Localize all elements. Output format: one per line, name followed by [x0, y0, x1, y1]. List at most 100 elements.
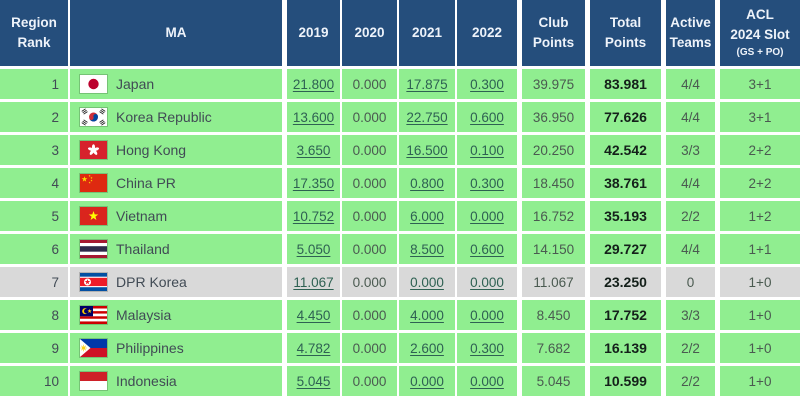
points-link[interactable]: 4.782 [296, 340, 331, 356]
points-link[interactable]: 0.000 [470, 307, 504, 323]
points-link[interactable]: 6.000 [410, 208, 444, 224]
ma-cell: Philippines [70, 333, 282, 363]
acl-slot-label: ACL 2024 Slot [730, 7, 790, 42]
acl-slot-cell: 3+1 [717, 69, 800, 99]
points-link[interactable]: 0.000 [470, 274, 504, 290]
points-2022-cell[interactable]: 0.600 [457, 102, 517, 132]
points-link[interactable]: 2.600 [410, 340, 444, 356]
points-2022-cell[interactable]: 0.300 [457, 69, 517, 99]
points-link[interactable]: 16.500 [406, 142, 448, 158]
points-2022-cell[interactable]: 0.000 [457, 267, 517, 297]
ma-cell: Malaysia [70, 300, 282, 330]
rank-cell: 7 [0, 267, 68, 297]
ma-cell: Japan [70, 69, 282, 99]
points-link[interactable]: 0.300 [470, 76, 504, 92]
total-points-cell: 17.752 [587, 300, 661, 330]
column-header-2020: 2020 [342, 0, 397, 66]
points-2022-cell[interactable]: 0.000 [457, 201, 517, 231]
country-name: Japan [116, 76, 155, 92]
points-link[interactable]: 22.750 [406, 109, 448, 125]
points-2022-cell[interactable]: 0.000 [457, 300, 517, 330]
points-link[interactable]: 8.500 [410, 241, 444, 257]
points-2019-cell[interactable]: 10.752 [284, 201, 340, 231]
active-teams-cell: 2/2 [663, 366, 715, 396]
points-link[interactable]: 0.000 [470, 373, 504, 389]
acl-slot-sublabel: (GS + PO) [736, 47, 784, 59]
points-2019-cell[interactable]: 13.600 [284, 102, 340, 132]
points-link[interactable]: 0.300 [470, 175, 504, 191]
points-link[interactable]: 5.050 [296, 241, 331, 257]
country-name: China PR [116, 175, 176, 191]
active-teams-cell: 2/2 [663, 201, 715, 231]
vietnam-flag [80, 207, 107, 225]
points-2019-cell[interactable]: 11.067 [284, 267, 340, 297]
points-link[interactable]: 5.045 [296, 373, 331, 389]
points-2021-cell[interactable]: 6.000 [399, 201, 455, 231]
points-link[interactable]: 3.650 [296, 142, 331, 158]
points-link[interactable]: 0.600 [470, 109, 504, 125]
points-link[interactable]: 13.600 [292, 109, 335, 125]
points-link[interactable]: 21.800 [292, 76, 335, 92]
active-teams-cell: 4/4 [663, 168, 715, 198]
column-header-club-points: Club Points [519, 0, 585, 66]
column-header-2022: 2022 [457, 0, 517, 66]
points-link[interactable]: 0.000 [410, 274, 444, 290]
points-2022-cell[interactable]: 0.600 [457, 234, 517, 264]
rank-cell: 3 [0, 135, 68, 165]
points-2019-cell[interactable]: 5.045 [284, 366, 340, 396]
points-2019-cell[interactable]: 5.050 [284, 234, 340, 264]
points-2021-cell[interactable]: 0.000 [399, 267, 455, 297]
club-points-cell: 18.450 [519, 168, 585, 198]
points-2021-cell[interactable]: 17.875 [399, 69, 455, 99]
points-link[interactable]: 17.350 [292, 175, 335, 191]
points-2019-cell[interactable]: 17.350 [284, 168, 340, 198]
points-2020-cell: 0.000 [342, 300, 397, 330]
total-points-cell: 10.599 [587, 366, 661, 396]
country-name: Malaysia [116, 307, 172, 323]
rank-cell: 4 [0, 168, 68, 198]
club-points-cell: 7.682 [519, 333, 585, 363]
points-2021-cell[interactable]: 0.800 [399, 168, 455, 198]
total-points-cell: 38.761 [587, 168, 661, 198]
points-link[interactable]: 4.450 [296, 307, 331, 323]
acl-slot-cell: 2+2 [717, 135, 800, 165]
column-header-active-teams: Active Teams [663, 0, 715, 66]
points-2019-cell[interactable]: 4.782 [284, 333, 340, 363]
total-points-cell: 42.542 [587, 135, 661, 165]
korea-republic-flag [80, 108, 107, 126]
dpr-korea-flag [80, 273, 107, 291]
points-2022-cell[interactable]: 0.100 [457, 135, 517, 165]
points-link[interactable]: 4.000 [410, 307, 444, 323]
column-header-acl-2024-slot: ACL 2024 Slot (GS + PO) [717, 0, 800, 66]
points-link[interactable]: 0.000 [470, 208, 504, 224]
points-2021-cell[interactable]: 22.750 [399, 102, 455, 132]
points-link[interactable]: 0.600 [470, 241, 504, 257]
points-2022-cell[interactable]: 0.300 [457, 168, 517, 198]
thailand-flag [80, 240, 107, 258]
points-2019-cell[interactable]: 4.450 [284, 300, 340, 330]
points-2019-cell[interactable]: 21.800 [284, 69, 340, 99]
ma-cell: Indonesia [70, 366, 282, 396]
points-2021-cell[interactable]: 2.600 [399, 333, 455, 363]
points-2022-cell[interactable]: 0.300 [457, 333, 517, 363]
points-link[interactable]: 17.875 [406, 76, 448, 92]
points-link[interactable]: 10.752 [292, 208, 335, 224]
points-2022-cell[interactable]: 0.000 [457, 366, 517, 396]
points-link[interactable]: 0.000 [410, 373, 444, 389]
points-link[interactable]: 0.800 [410, 175, 444, 191]
ma-cell: China PR [70, 168, 282, 198]
points-link[interactable]: 11.067 [293, 274, 334, 290]
column-header-2019: 2019 [284, 0, 340, 66]
points-link[interactable]: 0.100 [470, 142, 504, 158]
points-2021-cell[interactable]: 0.000 [399, 366, 455, 396]
points-2020-cell: 0.000 [342, 234, 397, 264]
points-2019-cell[interactable]: 3.650 [284, 135, 340, 165]
malaysia-flag [80, 306, 107, 324]
points-2021-cell[interactable]: 4.000 [399, 300, 455, 330]
points-2021-cell[interactable]: 16.500 [399, 135, 455, 165]
country-name: DPR Korea [116, 274, 187, 290]
rank-cell: 10 [0, 366, 68, 396]
points-2021-cell[interactable]: 8.500 [399, 234, 455, 264]
points-link[interactable]: 0.300 [470, 340, 504, 356]
active-teams-cell: 4/4 [663, 69, 715, 99]
